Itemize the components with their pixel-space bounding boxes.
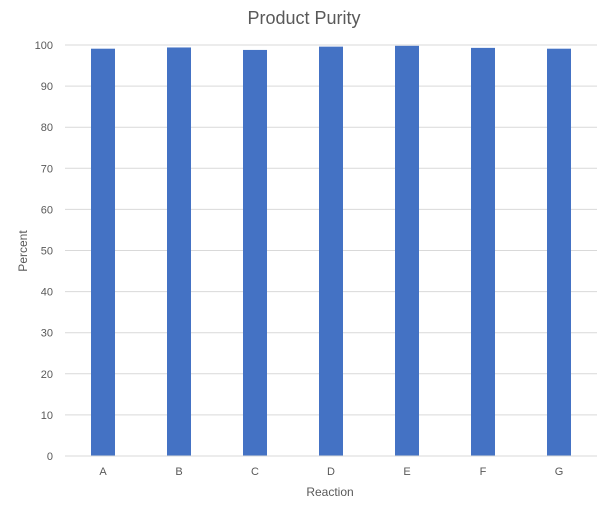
x-tick-label: C <box>251 466 259 478</box>
bars <box>91 45 571 457</box>
y-tick-label: 50 <box>41 246 53 258</box>
y-tick-label: 100 <box>35 40 53 52</box>
bar-a[interactable] <box>91 48 115 456</box>
y-tick-label: 60 <box>41 204 53 216</box>
bar-f[interactable] <box>471 47 495 456</box>
x-tick-label: D <box>327 466 335 478</box>
y-axis-ticks: 0 10 20 30 40 50 60 70 80 90 100 <box>35 40 53 463</box>
bar-e[interactable] <box>395 45 419 457</box>
y-tick-label: 70 <box>41 163 53 175</box>
x-tick-label: A <box>99 466 107 478</box>
x-tick-label: B <box>175 466 182 478</box>
y-tick-label: 80 <box>41 122 53 134</box>
y-tick-label: 90 <box>41 81 53 93</box>
y-axis-title: Percent <box>16 230 30 272</box>
x-tick-label: F <box>480 466 487 478</box>
x-axis-ticks: A B C D E F G <box>99 466 563 478</box>
y-tick-label: 0 <box>47 451 53 463</box>
y-tick-label: 30 <box>41 328 53 340</box>
y-tick-label: 20 <box>41 369 53 381</box>
x-tick-label: E <box>403 466 410 478</box>
y-tick-label: 10 <box>41 410 53 422</box>
y-tick-label: 40 <box>41 287 53 299</box>
bar-b[interactable] <box>167 47 191 456</box>
x-tick-label: G <box>555 466 564 478</box>
bar-d[interactable] <box>319 46 343 456</box>
chart-title: Product Purity <box>247 8 360 28</box>
x-axis-title: Reaction <box>306 485 353 499</box>
bar-g[interactable] <box>547 48 571 456</box>
bar-c[interactable] <box>243 49 267 456</box>
